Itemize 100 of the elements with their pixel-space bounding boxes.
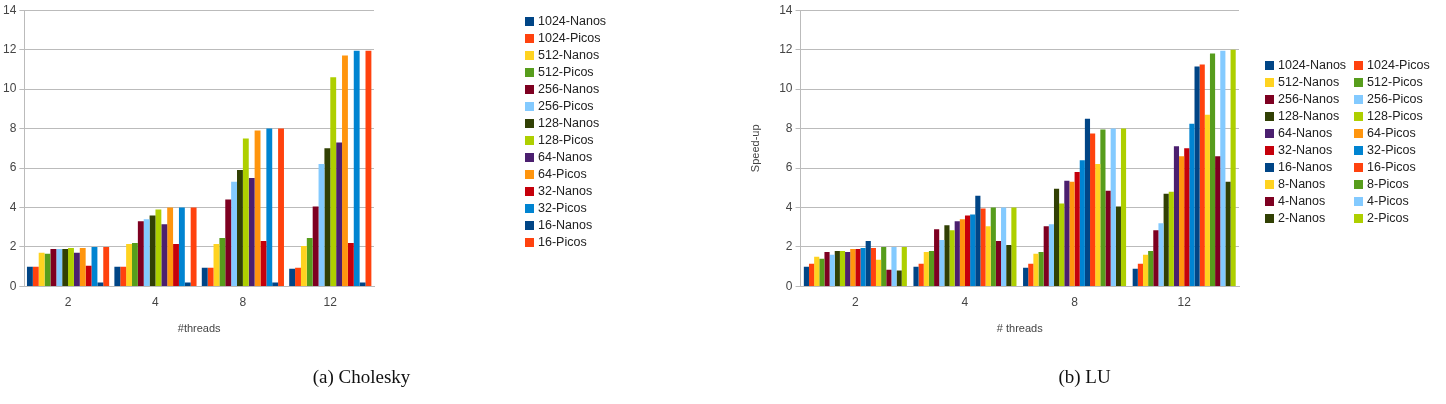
legend-label: 8-Picos — [1367, 177, 1409, 191]
bar — [944, 225, 950, 286]
bar — [959, 219, 965, 286]
bar — [353, 50, 360, 286]
bar — [985, 226, 991, 286]
legend-label: 4-Picos — [1367, 194, 1409, 208]
bar — [1132, 268, 1138, 286]
bar — [875, 259, 882, 286]
bar — [819, 258, 825, 286]
bar — [1033, 253, 1039, 286]
bar — [1168, 191, 1174, 286]
legend-label: 256-Nanos — [538, 82, 600, 96]
y-tick-label: 4 — [785, 199, 793, 214]
bar — [954, 221, 960, 286]
bar — [1173, 146, 1180, 286]
bar — [1230, 49, 1236, 286]
legend-label: 4-Nanos — [1278, 194, 1326, 208]
y-tick-label: 10 — [2, 81, 17, 96]
bar — [201, 267, 208, 286]
bar — [26, 266, 33, 286]
legend-label: 128-Picos — [1367, 109, 1423, 123]
bar — [1199, 64, 1205, 286]
x-tick-label: 4 — [961, 294, 969, 309]
bar — [1006, 244, 1012, 286]
bar — [231, 181, 238, 286]
legend-label: 2-Picos — [1367, 211, 1409, 225]
bar — [32, 266, 39, 286]
bar — [1110, 128, 1116, 286]
bar — [260, 241, 267, 286]
y-tick-label: 8 — [9, 120, 17, 135]
bar — [1074, 171, 1080, 286]
bar — [50, 248, 57, 286]
bar — [1148, 250, 1154, 286]
bar — [62, 248, 69, 286]
bar — [1120, 128, 1127, 286]
y-tick-label: 6 — [785, 160, 793, 175]
legend-label: 64-Picos — [1367, 126, 1416, 140]
bar — [1059, 203, 1065, 286]
bar — [839, 250, 846, 286]
bar — [855, 248, 861, 286]
bar — [886, 269, 892, 286]
bar — [1137, 263, 1143, 286]
legend-label: 32-Nanos — [538, 184, 593, 198]
bar — [1204, 114, 1210, 286]
bar — [814, 256, 820, 286]
bar — [178, 207, 185, 286]
x-tick-label: 2 — [64, 294, 72, 309]
bar — [829, 254, 835, 286]
bar — [114, 266, 121, 286]
bar — [190, 207, 197, 286]
y-tick-label: 10 — [779, 81, 793, 96]
bar — [860, 247, 866, 286]
bar — [1001, 207, 1007, 286]
x-tick-label: 12 — [1177, 294, 1192, 309]
bar — [295, 267, 301, 286]
bar — [1184, 148, 1190, 286]
bar — [913, 266, 919, 286]
bar — [1215, 156, 1221, 286]
bar — [1142, 254, 1149, 286]
bar — [306, 238, 313, 286]
bar — [73, 252, 80, 286]
y-tick-label: 0 — [9, 278, 17, 293]
legend-label: 128-Picos — [538, 133, 594, 147]
bar — [1189, 123, 1195, 286]
bar — [850, 248, 856, 286]
bar — [1069, 181, 1075, 286]
bar — [85, 265, 92, 286]
bar — [131, 243, 138, 286]
bar — [891, 246, 897, 286]
bar — [964, 215, 971, 286]
y-tick-label: 14 — [2, 2, 17, 17]
legend-label: 64-Nanos — [1278, 126, 1333, 140]
x-tick-label: 2 — [852, 294, 860, 309]
bar — [155, 209, 162, 286]
bar — [1220, 50, 1226, 286]
bar — [56, 248, 63, 286]
legend-label: 512-Nanos — [538, 48, 600, 62]
bar — [359, 282, 366, 286]
legend-label: 1024-Picos — [1367, 58, 1430, 72]
bar — [918, 263, 924, 286]
bar — [808, 263, 815, 286]
bar — [248, 177, 255, 286]
bar — [278, 128, 284, 286]
y-tick-label: 6 — [9, 160, 17, 175]
y-tick-label: 8 — [785, 120, 793, 135]
y-tick-label: 12 — [2, 41, 17, 56]
bar — [1011, 207, 1017, 286]
bar — [824, 251, 830, 286]
bar — [219, 238, 226, 286]
legend-label: 32-Nanos — [1278, 143, 1333, 157]
bar — [865, 241, 871, 286]
bar — [120, 266, 127, 286]
legend-label: 128-Nanos — [1278, 109, 1340, 123]
legend-label: 16-Picos — [1367, 160, 1416, 174]
bar — [1115, 206, 1121, 286]
bar — [1209, 53, 1216, 286]
bar — [995, 241, 1002, 286]
bar — [324, 148, 331, 286]
text: (b) LU — [1057, 366, 1112, 388]
bar — [1225, 181, 1231, 286]
